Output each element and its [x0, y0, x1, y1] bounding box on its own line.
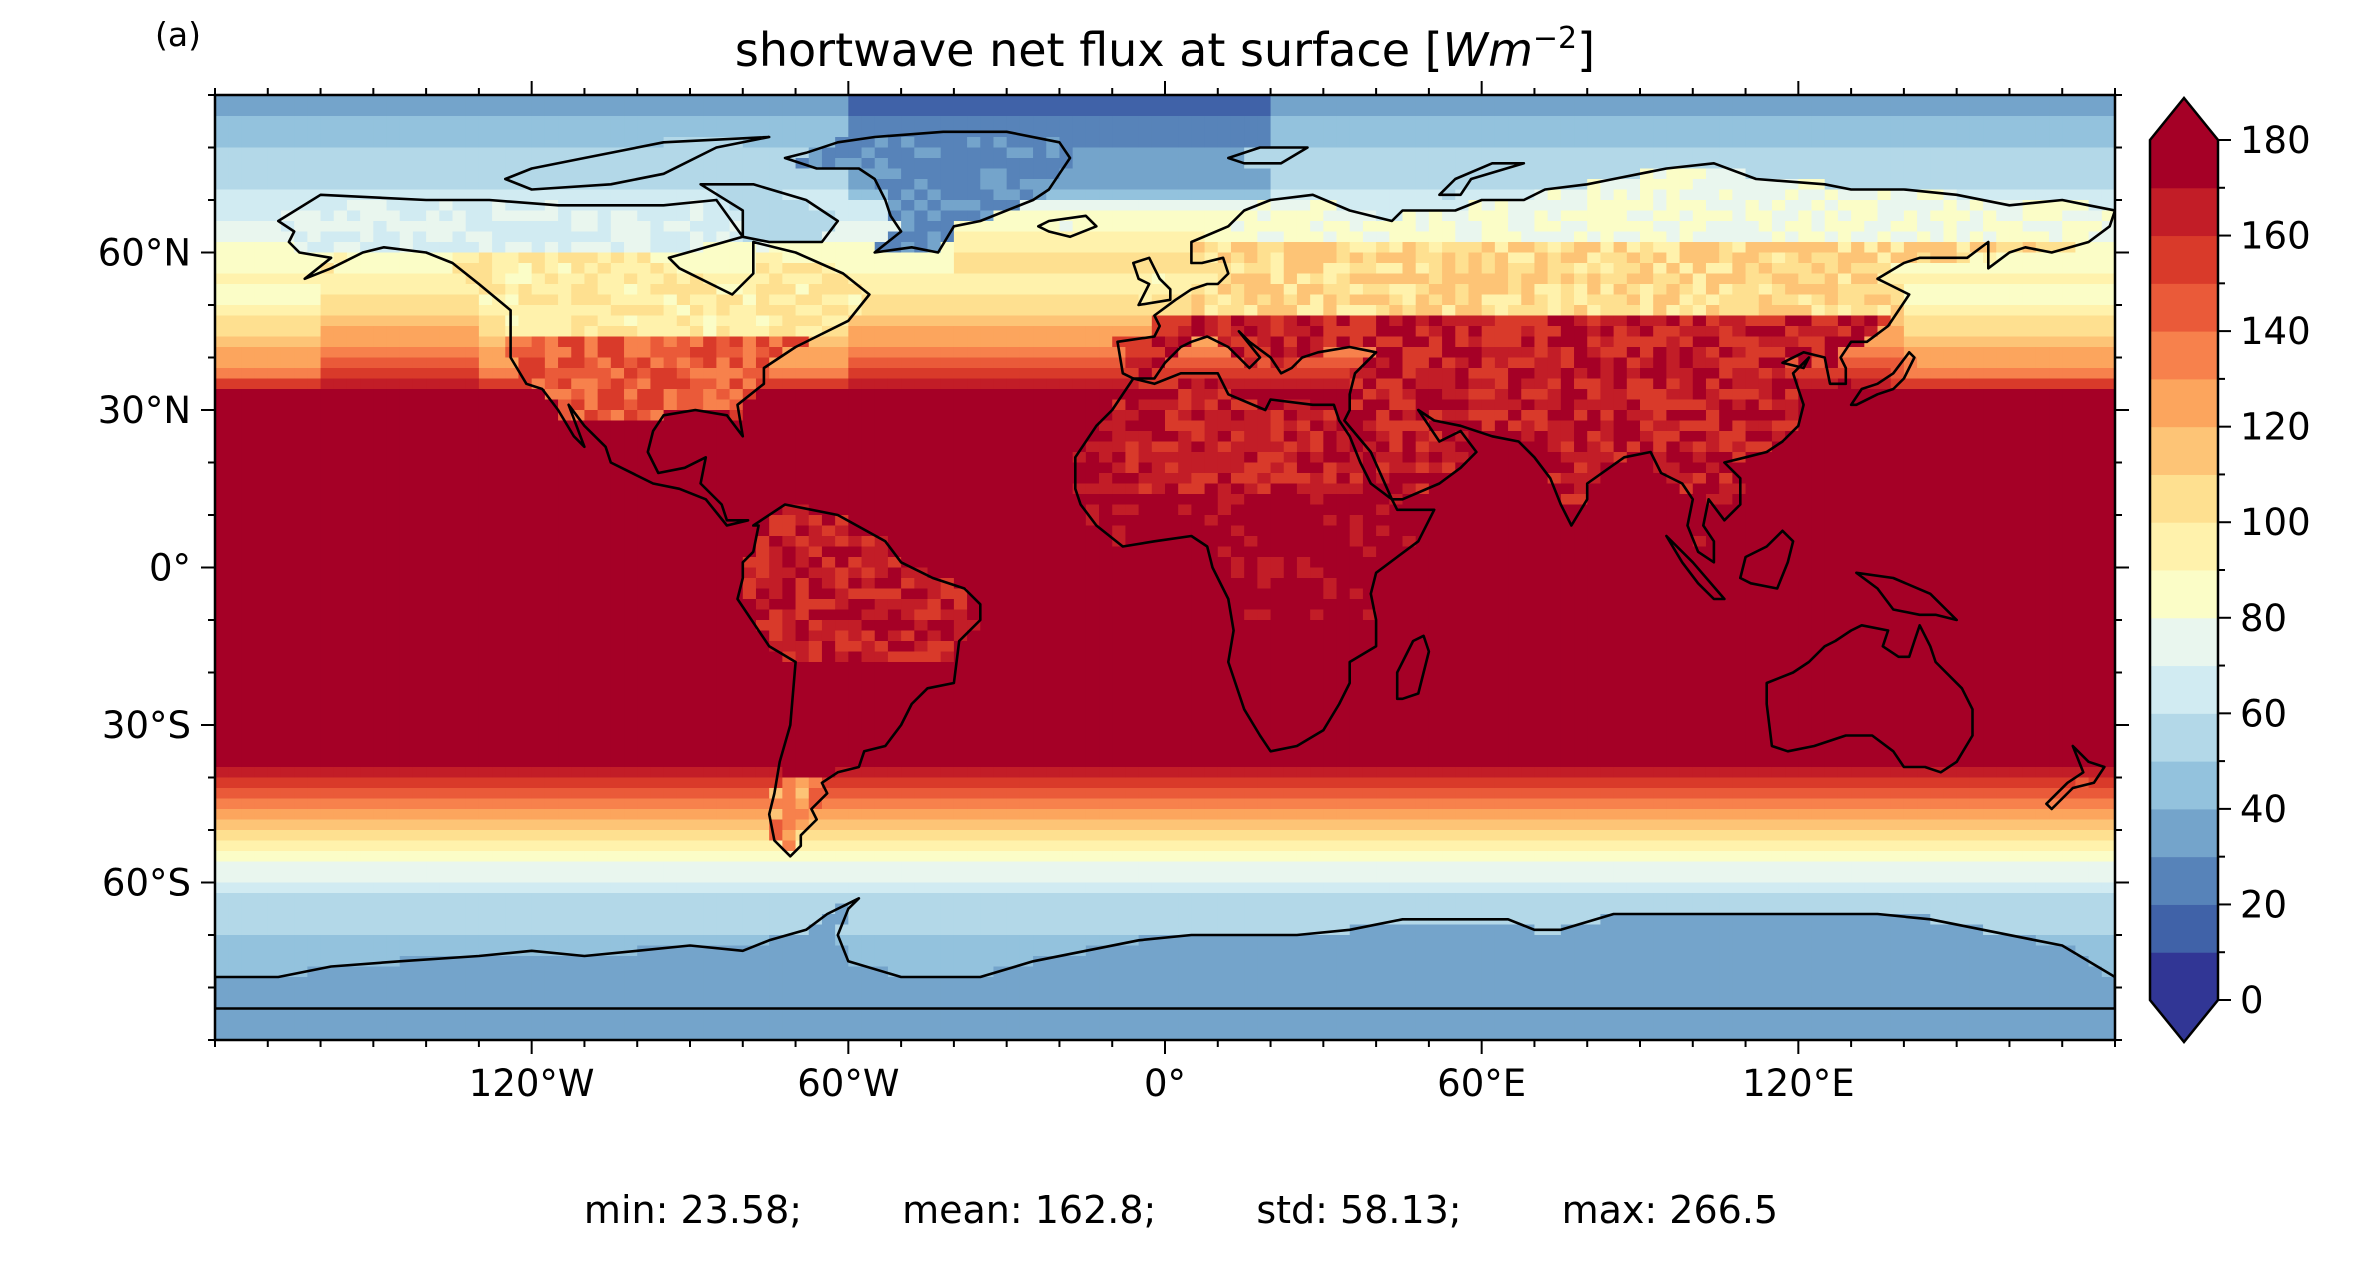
colorbar-tick-label: 120 — [2240, 406, 2311, 449]
flux-field — [215, 95, 2115, 1040]
coastline-svalbard — [1227, 146, 1309, 165]
colorbar-segment — [2150, 665, 2218, 714]
coastline-greenland — [783, 130, 1072, 254]
colorbar-segment — [2150, 904, 2218, 953]
coastline-japan — [1849, 350, 1916, 407]
coastline-south-america — [736, 503, 982, 858]
colorbar-segment — [2150, 856, 2218, 905]
colorbar-segment — [2150, 808, 2218, 858]
map-title: shortwave net flux at surface [Wm−2] — [735, 21, 1595, 77]
coastline-sumatra — [1665, 534, 1726, 601]
colorbar-extend-min — [2150, 1000, 2218, 1042]
colorbar-segment — [2150, 570, 2218, 619]
colorbar-tick-label: 40 — [2240, 788, 2287, 831]
colorbar-segment — [2150, 187, 2218, 237]
lon-tick-label: 60°E — [1437, 1062, 1526, 1105]
colorbar-segment — [2150, 331, 2218, 380]
coastline-madagascar — [1395, 634, 1431, 701]
colorbar-segment — [2150, 617, 2218, 667]
stat-std: std: 58.13; — [1256, 1188, 1462, 1232]
lat-tick-label: 30°S — [102, 704, 191, 747]
coastline-new-guinea — [1855, 571, 1958, 622]
coastline-arctic-islands — [503, 135, 771, 191]
colorbar-segment — [2150, 140, 2218, 189]
coastline-novaya-zemlya — [1438, 162, 1526, 197]
stat-min: min: 23.58; — [583, 1188, 803, 1232]
coastline-africa — [1074, 371, 1436, 753]
colorbar-segment — [2150, 235, 2218, 284]
colorbar-tick-label: 140 — [2240, 310, 2311, 353]
colorbar-segment — [2150, 283, 2218, 332]
colorbar: 0 20 40 60 80 100 120 140 160 180 — [2148, 96, 2311, 1044]
colorbar-extend-max — [2150, 98, 2218, 140]
coastline-baffin — [699, 183, 840, 244]
coastline-north-america — [276, 193, 871, 527]
map-panel: 120°W 60°W 0° 60°E 120°E 60°N 30°N 0° 30°S 60°S — [98, 81, 2129, 1105]
colorbar-tick-label: 180 — [2240, 119, 2311, 162]
stat-max: max: 266.5 — [1561, 1188, 1779, 1232]
colorbar-segment — [2150, 426, 2218, 475]
coastline-borneo — [1739, 529, 1795, 590]
statistics-line: min: 23.58; mean: 162.8; std: 58.13; max: 2… — [0, 1188, 2362, 1232]
lat-tick-label: 60°N — [98, 232, 191, 275]
lat-tick-label: 30°N — [98, 389, 191, 432]
lat-tick-label: 60°S — [102, 862, 191, 905]
colorbar-tick-label: 100 — [2240, 501, 2311, 544]
colorbar-tick-label: 0 — [2240, 979, 2264, 1022]
coastline-antarctica — [215, 896, 2115, 1010]
lon-tick-label: 120°E — [1742, 1062, 1855, 1105]
lon-tick-label: 120°W — [469, 1062, 595, 1105]
lon-tick-label: 60°W — [797, 1062, 899, 1105]
colorbar-tick-label: 160 — [2240, 215, 2311, 258]
coastline-iceland — [1037, 214, 1098, 239]
lon-tick-label: 0° — [1144, 1062, 1186, 1105]
colorbar-tick-label: 60 — [2240, 692, 2287, 735]
colorbar-segment — [2150, 713, 2218, 762]
stat-mean: mean: 162.8; — [902, 1188, 1157, 1232]
panel-label: (a) — [155, 15, 201, 54]
lat-tick-label: 0° — [149, 547, 191, 590]
colorbar-segment — [2150, 378, 2218, 428]
colorbar-tick-label: 20 — [2240, 883, 2287, 926]
coastlines — [215, 130, 2115, 1010]
map-axes: 120°W 60°W 0° 60°E 120°E 60°N 30°N 0° 30°S 60°S — [98, 81, 2129, 1105]
coastline-uk — [1132, 256, 1172, 307]
colorbar-tick-label: 80 — [2240, 597, 2287, 640]
colorbar-segment — [2150, 474, 2218, 523]
coastline-new-zealand — [2045, 744, 2106, 811]
colorbar-segment — [2150, 761, 2218, 810]
colorbar-segment — [2150, 522, 2218, 571]
coastline-eurasia — [1116, 162, 2115, 564]
coastline-australia — [1765, 623, 1974, 774]
colorbar-segment — [2150, 952, 2218, 1001]
